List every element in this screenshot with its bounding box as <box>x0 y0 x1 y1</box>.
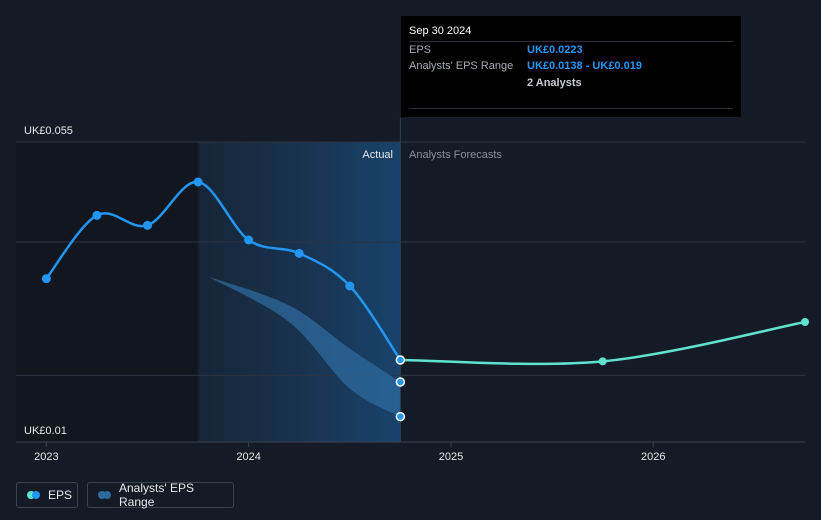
tooltip-date: Sep 30 2024 <box>409 25 472 37</box>
tooltip-range-label: Analysts' EPS Range <box>409 60 514 72</box>
eps-forecast-point-1 <box>598 357 607 366</box>
eps-chart: UK£0.055 UK£0.01 Actual Analysts Forecas… <box>16 118 809 463</box>
legend-dot-range-a <box>98 491 106 499</box>
eps-point-5 <box>294 248 304 258</box>
tooltip-eps-row: EPS UK£0.0223 <box>409 41 733 59</box>
eps-point-current <box>395 355 406 365</box>
range-lower-point <box>395 411 406 422</box>
eps-point-3 <box>193 177 203 187</box>
tooltip-range-value: UK£0.0138 - UK£0.019 <box>527 60 642 72</box>
eps-point-2 <box>143 220 152 230</box>
tooltip-range-row: Analysts' EPS Range UK£0.0138 - UK£0.019 <box>409 58 733 75</box>
eps-range-legend-icon <box>98 491 111 499</box>
tooltip-divider <box>409 108 733 109</box>
tooltip: Sep 30 2024 EPS UK£0.0223 Analysts' EPS … <box>401 16 741 117</box>
y-min-label: UK£0.01 <box>24 425 67 437</box>
data-points <box>41 177 809 422</box>
range-upper-point <box>395 377 406 387</box>
x-tick-label-2023: 2023 <box>34 451 58 463</box>
legend-eps[interactable]: EPS <box>16 482 78 508</box>
x-tick-label-2025: 2025 <box>439 451 463 463</box>
legend-eps-range-label: Analysts' EPS Range <box>119 481 194 509</box>
eps-point-4 <box>244 235 254 245</box>
x-tick-label-2024: 2024 <box>236 451 260 463</box>
legend-dot-actual <box>32 491 40 499</box>
y-max-label: UK£0.055 <box>24 125 73 137</box>
eps-forecast-point-2 <box>801 318 809 326</box>
tooltip-analysts-row: 2 Analysts <box>409 75 733 92</box>
x-tick-label-2026: 2026 <box>641 451 665 463</box>
legend-dot-range-b <box>103 491 111 499</box>
tooltip-eps-label: EPS <box>409 44 432 56</box>
eps-range-band <box>208 276 401 417</box>
eps-legend-icon <box>27 491 40 499</box>
actual-label: Actual <box>362 149 393 161</box>
forecast-label: Analysts Forecasts <box>409 149 502 161</box>
legend-eps-label: EPS <box>48 488 73 502</box>
tooltip-eps-value: UK£0.0223 <box>527 44 583 56</box>
grid-lines <box>16 141 805 443</box>
legend-eps-range[interactable]: Analysts' EPS Range <box>87 481 234 509</box>
eps-point-1 <box>92 210 102 220</box>
tooltip-analysts: 2 Analysts <box>527 77 582 89</box>
eps-point-0 <box>41 274 51 284</box>
legend-dot-forecast <box>27 491 35 499</box>
past-shade <box>16 142 200 442</box>
eps-point-6 <box>345 281 355 291</box>
x-axis: 2023 2024 2025 2026 <box>34 442 666 463</box>
